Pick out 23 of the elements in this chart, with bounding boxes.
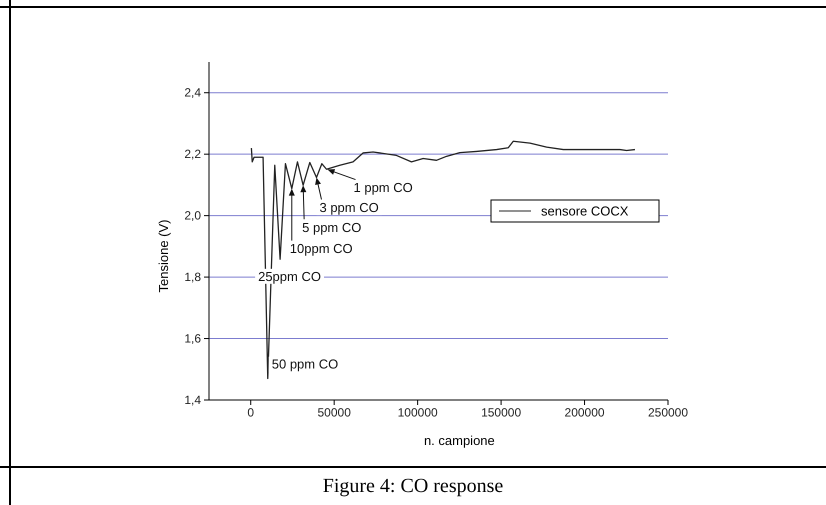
y-tick-label: 2,0 <box>184 208 202 222</box>
x-tick-label: 0 <box>247 406 254 420</box>
x-tick-label: 200000 <box>564 406 605 420</box>
annotation: 25ppm CO <box>258 268 321 284</box>
y-tick-label: 1,4 <box>184 392 202 407</box>
x-axis-title: n. campione <box>424 433 495 448</box>
annotation: 3 ppm CO <box>319 200 379 216</box>
legend-label: sensore COCX <box>541 204 629 219</box>
x-tick-label: 250000 <box>648 406 688 420</box>
annotation: 1 ppm CO <box>354 180 413 196</box>
y-tick-label: 2,2 <box>184 147 202 162</box>
y-tick-label: 1,8 <box>184 270 202 284</box>
x-tick-label: 150000 <box>481 406 522 420</box>
x-tick-label: 50000 <box>317 406 352 420</box>
annotation: 50 ppm CO <box>272 356 338 372</box>
line-series <box>250 140 636 380</box>
caption: Figure 4: CO response <box>322 475 504 497</box>
y-axis-title: Tensione (V) <box>156 220 171 292</box>
x-tick-label: 100000 <box>398 406 438 420</box>
annotation: 5 ppm CO <box>302 220 362 235</box>
y-tick-label: 1,6 <box>184 331 202 346</box>
y-tick-label: 2,4 <box>184 86 202 100</box>
annotation: 10ppm CO <box>290 241 353 256</box>
